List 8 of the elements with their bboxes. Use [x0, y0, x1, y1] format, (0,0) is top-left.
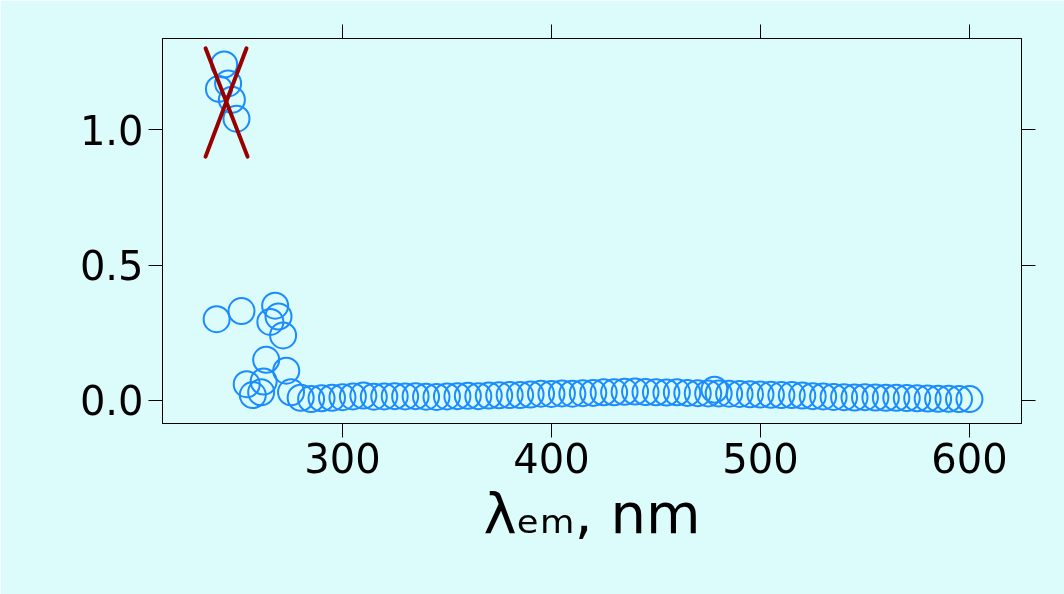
- x-tick-label: 400: [513, 435, 590, 482]
- y-tick-label: 0.0: [79, 378, 144, 425]
- y-tick-label: 1.0: [79, 107, 144, 154]
- x-tick-label: 600: [931, 435, 1008, 482]
- x-tick-label: 500: [722, 435, 799, 482]
- x-axis-title: λₑₘ, nm: [483, 480, 701, 546]
- y-tick-label: 0.5: [79, 243, 144, 289]
- x-tick-label: 300: [304, 435, 381, 482]
